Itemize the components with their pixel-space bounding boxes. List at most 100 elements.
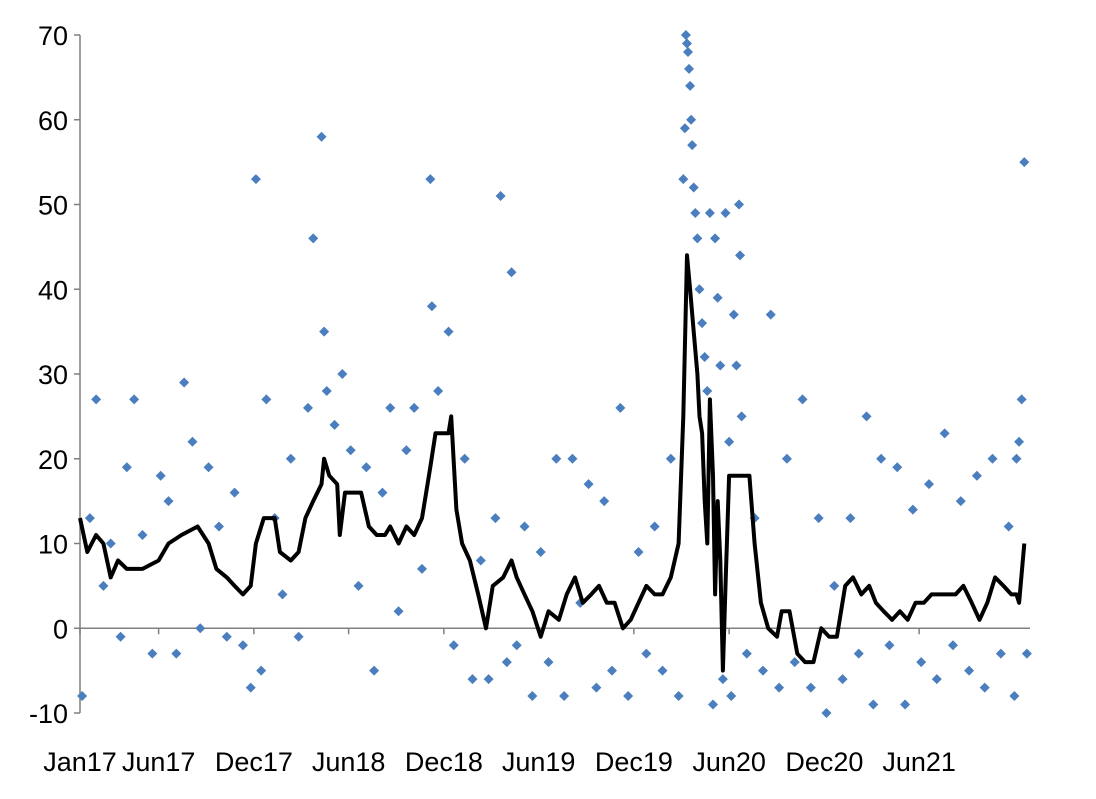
scatter-point (678, 174, 689, 185)
scatter-point (229, 487, 240, 498)
scatter-point (939, 428, 950, 439)
scatter-point (699, 352, 710, 363)
scatter-point (1016, 394, 1027, 405)
scatter-point (1011, 453, 1022, 464)
scatter-point (511, 640, 522, 651)
scatter-point (425, 174, 436, 185)
scatter-point (884, 640, 895, 651)
scatter-point (774, 682, 785, 693)
scatter-point (426, 301, 437, 312)
scatter-point (91, 394, 102, 405)
scatter-point (345, 445, 356, 456)
scatter-point (853, 648, 864, 659)
scatter-point (147, 648, 158, 659)
scatter-point (837, 674, 848, 685)
scatter-point (377, 487, 388, 498)
y-tick-label: 20 (38, 445, 68, 475)
scatter-point (947, 640, 958, 651)
scatter-point (501, 657, 512, 668)
scatter-point (433, 385, 444, 396)
scatter-point (892, 462, 903, 473)
scatter-point (475, 555, 486, 566)
scatter-point (686, 114, 697, 125)
scatter-point (559, 691, 570, 702)
scatter-point (765, 309, 776, 320)
scatter-point (459, 453, 470, 464)
x-tick-label: Dec20 (785, 747, 863, 777)
x-tick-label: Dec17 (215, 747, 293, 777)
scatter-point (543, 657, 554, 668)
scatter-point (829, 580, 840, 591)
scatter-point (789, 657, 800, 668)
scatter-point (710, 233, 721, 244)
y-tick-label: 0 (53, 614, 68, 644)
scatter-point (483, 674, 494, 685)
scatter-point (683, 46, 693, 57)
scatter-point (187, 436, 198, 447)
scatter-point (393, 606, 404, 617)
scatter-point (337, 369, 348, 379)
y-tick-label: 40 (38, 275, 68, 305)
y-tick-label: 70 (38, 21, 68, 51)
y-tick-label: 30 (38, 360, 68, 390)
scatter-point (649, 521, 660, 532)
scatter-point (861, 411, 872, 422)
scatter-point (467, 674, 478, 685)
scatter-point (401, 445, 412, 456)
scatter-point (115, 631, 126, 642)
scatter-point (712, 292, 723, 303)
scatter-point (876, 453, 887, 464)
x-tick-label: Dec18 (405, 747, 483, 777)
y-tick-labels: 70 60 50 40 30 20 10 0 -10 (29, 21, 68, 729)
x-tick-label: Jun21 (882, 747, 956, 777)
scatter-point (641, 648, 652, 659)
scatter-point (409, 402, 420, 413)
scatter-point (448, 640, 459, 651)
scatter-point (680, 30, 691, 40)
scatter-point (495, 191, 506, 202)
scatter-point (690, 207, 701, 218)
y-tick-label: 60 (38, 106, 68, 136)
scatter-point (551, 453, 562, 464)
x-tick-label: Jun18 (312, 747, 386, 777)
scatter-point (245, 682, 256, 693)
scatter-point (720, 207, 731, 218)
scatter-point (821, 708, 832, 718)
scatter-point (688, 182, 699, 193)
scatter-point (285, 453, 296, 464)
scatter-point (84, 513, 95, 524)
scatter-point (129, 394, 140, 405)
scatter-point (728, 309, 739, 320)
scatter-point (250, 174, 261, 185)
scatter-point (353, 580, 364, 591)
scatter-point (741, 648, 752, 659)
scatter-point (155, 470, 166, 481)
scatter-point (179, 377, 190, 388)
scatter-point (736, 411, 747, 422)
scatter-point (417, 563, 427, 574)
scatter-point (261, 394, 272, 405)
scatter-point (1021, 648, 1032, 659)
scatter-point (781, 453, 792, 464)
scatter-point (591, 682, 602, 693)
scatter-point (995, 648, 1006, 659)
scatter-point (1009, 691, 1020, 702)
x-tick-label: Jun20 (692, 747, 766, 777)
scatter-point (715, 360, 726, 371)
scatter-point (443, 326, 454, 337)
scatter-point (237, 640, 248, 651)
line-series-group (78, 253, 1027, 673)
scatter-point (277, 589, 288, 600)
axes (74, 34, 1030, 714)
scatter-point (845, 513, 856, 524)
scatter-point (797, 394, 808, 405)
y-tick-label: 50 (38, 191, 68, 221)
scatter-point (213, 521, 224, 532)
scatter-point (694, 284, 705, 295)
scatter-point (702, 385, 713, 396)
scatter-point (490, 513, 501, 524)
x-tick-label: Jun19 (502, 747, 576, 777)
scatter-point (319, 326, 330, 337)
scatter-point (726, 691, 737, 702)
scatter-point (583, 479, 594, 490)
